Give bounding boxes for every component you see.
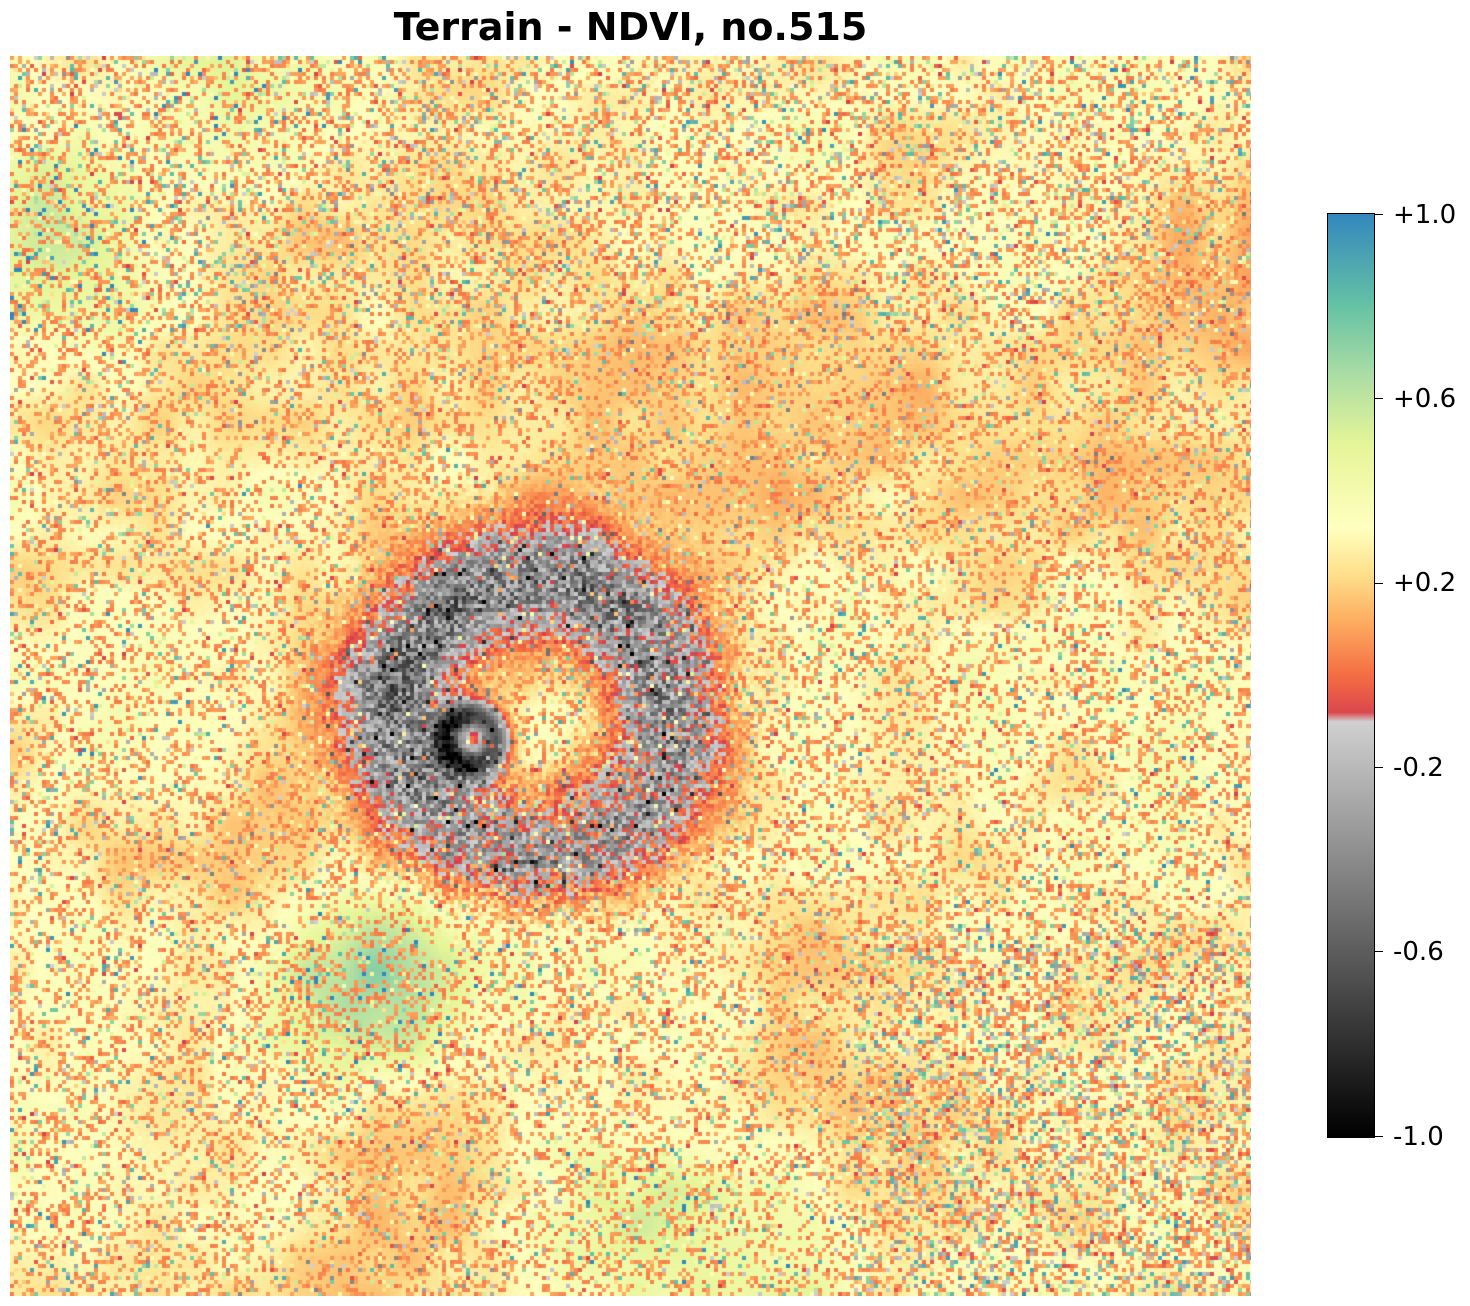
- colorbar-tick-label: -0.6: [1393, 937, 1444, 968]
- colorbar-tick: [1375, 398, 1383, 400]
- colorbar-tick-label: +0.2: [1393, 568, 1457, 599]
- ndvi-heatmap: [10, 56, 1251, 1296]
- colorbar-tick: [1375, 1135, 1383, 1137]
- colorbar-tick: [1375, 582, 1383, 584]
- colorbar-tick: [1375, 766, 1383, 768]
- colorbar-tick-label: +0.6: [1393, 383, 1457, 414]
- colorbar-tick-label: -1.0: [1393, 1121, 1444, 1152]
- colorbar-tick-label: -0.2: [1393, 752, 1444, 783]
- colorbar-tick: [1375, 213, 1383, 215]
- chart-title: Terrain - NDVI, no.515: [393, 5, 868, 49]
- colorbar-tick: [1375, 951, 1383, 953]
- colorbar: [1327, 213, 1375, 1138]
- colorbar-tick-label: +1.0: [1393, 199, 1457, 230]
